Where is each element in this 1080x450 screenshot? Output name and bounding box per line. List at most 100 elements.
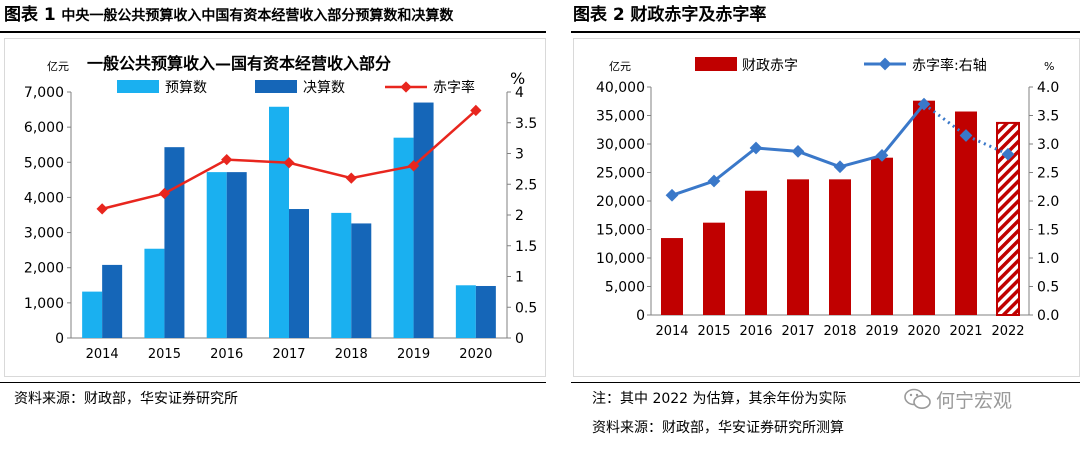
- chart2-y-tick-label: 25,000: [596, 166, 645, 182]
- chart1-y2-tick-label: 2.5: [515, 177, 537, 193]
- chart2-panel: 0 5,000 10,000 15,000 20,000 25,000 30,000 35,0…: [573, 38, 1080, 377]
- chart2-header-title: 财政赤字及赤字率: [630, 5, 767, 25]
- chart2-deficit-rate-point: [665, 188, 679, 202]
- chart2-legend-label-rate: 赤字率:右轴: [912, 57, 987, 74]
- chart1-y-tick-label: 0: [55, 331, 64, 347]
- chart2-header: 图表 2 财政赤字及赤字率: [573, 0, 766, 30]
- chart1-legend-label-rate: 赤字率: [433, 79, 475, 96]
- chart1-title: 一般公共预算收入—国有资本经营收入部分: [87, 54, 391, 73]
- chart2-bar-deficit-estimate: [996, 121, 1020, 316]
- chart1-y2-tick-label: 1: [515, 270, 524, 286]
- chart2-x-tick-label: 2021: [949, 324, 982, 339]
- chart2-y-tick-label: 35,000: [596, 109, 645, 125]
- chart2-y-tick-label: 0: [636, 308, 645, 324]
- chart1-bar-budget: [144, 248, 165, 338]
- chart2-legend-swatch-deficit: [695, 57, 737, 71]
- chart1-x-tick-label: 2017: [272, 347, 305, 362]
- chart1-bar-final: [102, 264, 123, 338]
- chart1-bar-final: [413, 102, 434, 338]
- chart1-bar-budget: [269, 106, 289, 338]
- chart2-y2-tick-label: 2.5: [1037, 166, 1059, 182]
- chart1-legend-swatch-budget: [117, 80, 159, 93]
- chart1-y-tick-label: 7,000: [24, 85, 64, 101]
- chart1-y2-tick-label: 0.5: [515, 300, 537, 316]
- chart2-x-tick-label: 2022: [991, 324, 1024, 339]
- chart1-bar-final: [164, 147, 185, 338]
- chart1-y-tick-label: 6,000: [24, 120, 64, 136]
- chart1-header-rule: [0, 31, 546, 33]
- chart1-y2-unit: %: [510, 69, 525, 88]
- chart1-bar-budget: [82, 291, 103, 338]
- chart1-bar-final: [351, 223, 372, 338]
- chart1-bar-budget: [393, 137, 414, 338]
- chart1-bar-budget: [206, 172, 227, 338]
- chart1-y2-tick-label: 1.5: [515, 239, 537, 255]
- chart1-bar-final: [475, 285, 496, 338]
- chart2-y-tick-label: 10,000: [596, 251, 645, 267]
- chart1-svg: 0 1,000 2,000 3,000 4,000 5,000 6,000 7,000 0 0.5…: [24, 54, 537, 362]
- chart2-y2-unit: %: [1044, 60, 1054, 73]
- chart1-y2-tick-label: 2: [515, 208, 524, 224]
- chart1-y-unit: 亿元: [47, 60, 69, 73]
- chart1-legend-label-final: 决算数: [303, 80, 345, 96]
- chart1-x-tick-label: 2015: [148, 347, 181, 362]
- chart1-header: 图表 1 中央一般公共预算收入中国有资本经营收入部分预算数和决算数: [4, 0, 453, 30]
- chart2-bar-deficit: [871, 157, 893, 315]
- chart2-svg: 0 5,000 10,000 15,000 20,000 25,000 30,000 35,0…: [596, 57, 1059, 339]
- chart2-y-unit: 亿元: [609, 60, 631, 73]
- chart1-x-tick-label: 2016: [210, 347, 243, 362]
- chart2-deficit-rate-point: [791, 145, 805, 158]
- chart1-panel: 0 1,000 2,000 3,000 4,000 5,000 6,000 7,000 0 0.5…: [4, 38, 546, 377]
- chart1-bar-budget: [331, 212, 352, 338]
- chart2-y2-tick-label: 1.5: [1037, 223, 1059, 239]
- chart2-y2-tick-label: 2.0: [1037, 194, 1059, 210]
- chart1-deficit-rate-point: [96, 203, 108, 215]
- chart1-y-tick-label: 1,000: [24, 296, 64, 312]
- chart2-x-tick-label: 2015: [697, 324, 730, 339]
- chart1-legend-marker-rate: [400, 81, 412, 93]
- watermark: 何宁宏观: [936, 390, 1013, 412]
- chart1-legend-swatch-final: [255, 80, 297, 93]
- chart1-y-tick-label: 3,000: [24, 226, 64, 242]
- chart1-deficit-rate-point: [345, 172, 357, 184]
- chart2-y-tick-label: 15,000: [596, 223, 645, 239]
- chart1-label: 图表 1: [4, 5, 56, 25]
- chart2-bar-deficit: [703, 222, 725, 315]
- chart2-y-tick-label: 5,000: [605, 280, 645, 296]
- chart2-x-tick-label: 2019: [865, 324, 898, 339]
- chart1-y2-tick-label: 4: [515, 85, 524, 101]
- chart2-y2-tick-label: 1.0: [1037, 251, 1059, 267]
- chart1-bar-budget: [455, 285, 476, 338]
- chart2-x-tick-label: 2016: [739, 324, 772, 339]
- chart2-x-tick-label: 2020: [907, 324, 940, 339]
- chart1-y2-tick-label: 0: [515, 331, 524, 347]
- chart2-header-rule: [571, 31, 1080, 33]
- chart1-x-tick-label: 2019: [397, 347, 430, 362]
- chart2-label: 图表 2: [573, 5, 625, 25]
- chart2-legend-label-deficit: 财政赤字: [742, 58, 798, 74]
- chart1-deficit-rate-point: [221, 153, 233, 166]
- chart1-footer-rule: [0, 382, 546, 383]
- chart2-bar-deficit: [955, 111, 977, 315]
- chart1-y2-tick-label: 3: [515, 147, 524, 163]
- chart1-x-tick-label: 2018: [335, 347, 368, 362]
- chart1-x-tick-label: 2014: [86, 347, 119, 362]
- chart2-source: 资料来源：财政部，华安证券研究所测算: [592, 420, 844, 436]
- chart1-legend-label-budget: 预算数: [165, 80, 207, 96]
- chart2-bar-deficit: [787, 179, 809, 315]
- chart2-x-tick-label: 2017: [781, 324, 814, 339]
- chart1-y-tick-label: 5,000: [24, 155, 64, 171]
- chart2-bar-deficit: [913, 100, 935, 316]
- chart2-deficit-rate-point: [833, 160, 847, 174]
- chart2-y2-tick-label: 0.0: [1037, 308, 1059, 324]
- chart2-y2-tick-label: 3.5: [1037, 109, 1059, 125]
- chart2-y-tick-label: 30,000: [596, 137, 645, 153]
- chart1-y2-tick-label: 3.5: [515, 116, 537, 132]
- chart2-y2-tick-label: 0.5: [1037, 280, 1059, 296]
- chart1-bar-final: [289, 209, 309, 338]
- chart2-y-tick-label: 40,000: [596, 80, 645, 96]
- chart2-y2-tick-label: 4.0: [1037, 80, 1059, 96]
- chart1-deficit-rate-point: [283, 157, 295, 169]
- chart2-bar-deficit: [745, 190, 767, 315]
- chart2-x-tick-label: 2014: [655, 324, 688, 339]
